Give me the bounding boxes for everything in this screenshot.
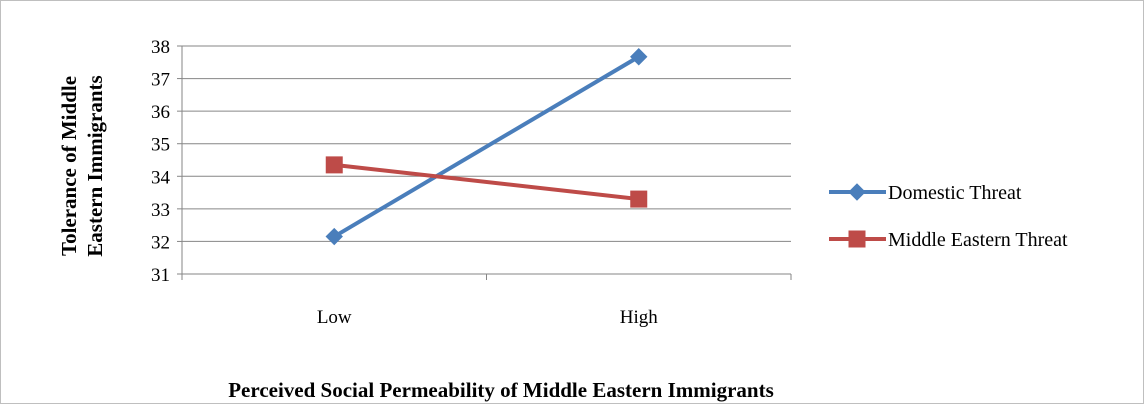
legend-marker-domestic-threat [848,183,866,201]
y-tick-label-31: 31 [151,265,170,286]
y-tick-label-33: 33 [151,200,170,221]
legend-label-middle-eastern-threat: Middle Eastern Threat [888,229,1068,251]
series-domestic-threat [325,48,648,246]
y-axis-title-line-2: Eastern Immigrants [83,75,107,256]
y-axis-title-line-1: Tolerance of Middle [57,76,81,256]
legend-entry-domestic-threat: Domestic Threat [829,182,1022,204]
data-point-middle-eastern-threat-high [630,190,648,208]
legend: Domestic Threat Middle Eastern Threat [829,182,1068,251]
data-point-domestic-threat-high [630,48,648,66]
y-tick-label-37: 37 [151,70,170,91]
series-middle-eastern-threat [325,156,648,208]
data-point-middle-eastern-threat-low [325,156,343,174]
data-point-domestic-threat-low [325,227,343,246]
legend-entry-middle-eastern-threat: Middle Eastern Threat [829,229,1068,251]
series-line-middle-eastern-threat [334,162,639,202]
legend-label-domestic-threat: Domestic Threat [888,182,1022,204]
axes: 31 32 33 34 35 36 37 38 Low High [151,37,792,328]
x-axis-title: Perceived Social Permeability of Middle … [228,378,774,402]
y-tick-label-34: 34 [151,167,171,188]
x-category-label-low: Low [317,307,352,328]
y-tick-label-32: 32 [151,232,170,253]
y-tick-label-38: 38 [151,37,170,58]
series-layer [325,48,648,246]
gridlines [182,45,791,242]
legend-marker-middle-eastern-threat [848,230,866,248]
x-category-label-high: High [620,307,659,328]
series-line-domestic-threat [333,55,640,239]
y-tick-label-36: 36 [151,102,170,123]
y-tick-label-35: 35 [151,135,170,156]
